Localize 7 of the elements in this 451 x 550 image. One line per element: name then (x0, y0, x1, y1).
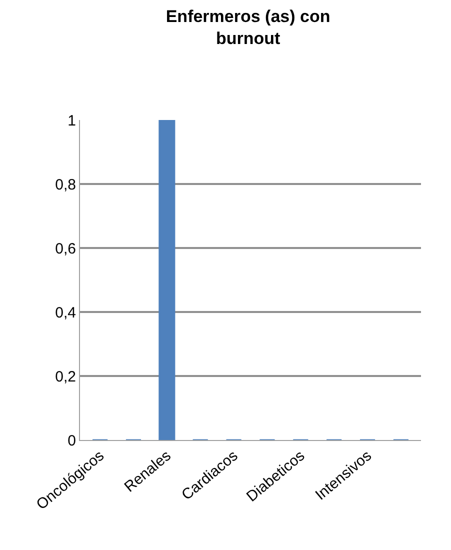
y-tick-label: 0,2 (55, 368, 76, 386)
y-tick-label: 0 (68, 432, 76, 450)
y-tick-label: 1 (68, 112, 76, 130)
y-tick-label: 0,4 (55, 304, 76, 322)
y-tick-label: 0,6 (55, 240, 76, 258)
y-tick-label: 0,8 (55, 176, 76, 194)
chart-title: Enfermeros (as) con burnout (166, 7, 330, 48)
